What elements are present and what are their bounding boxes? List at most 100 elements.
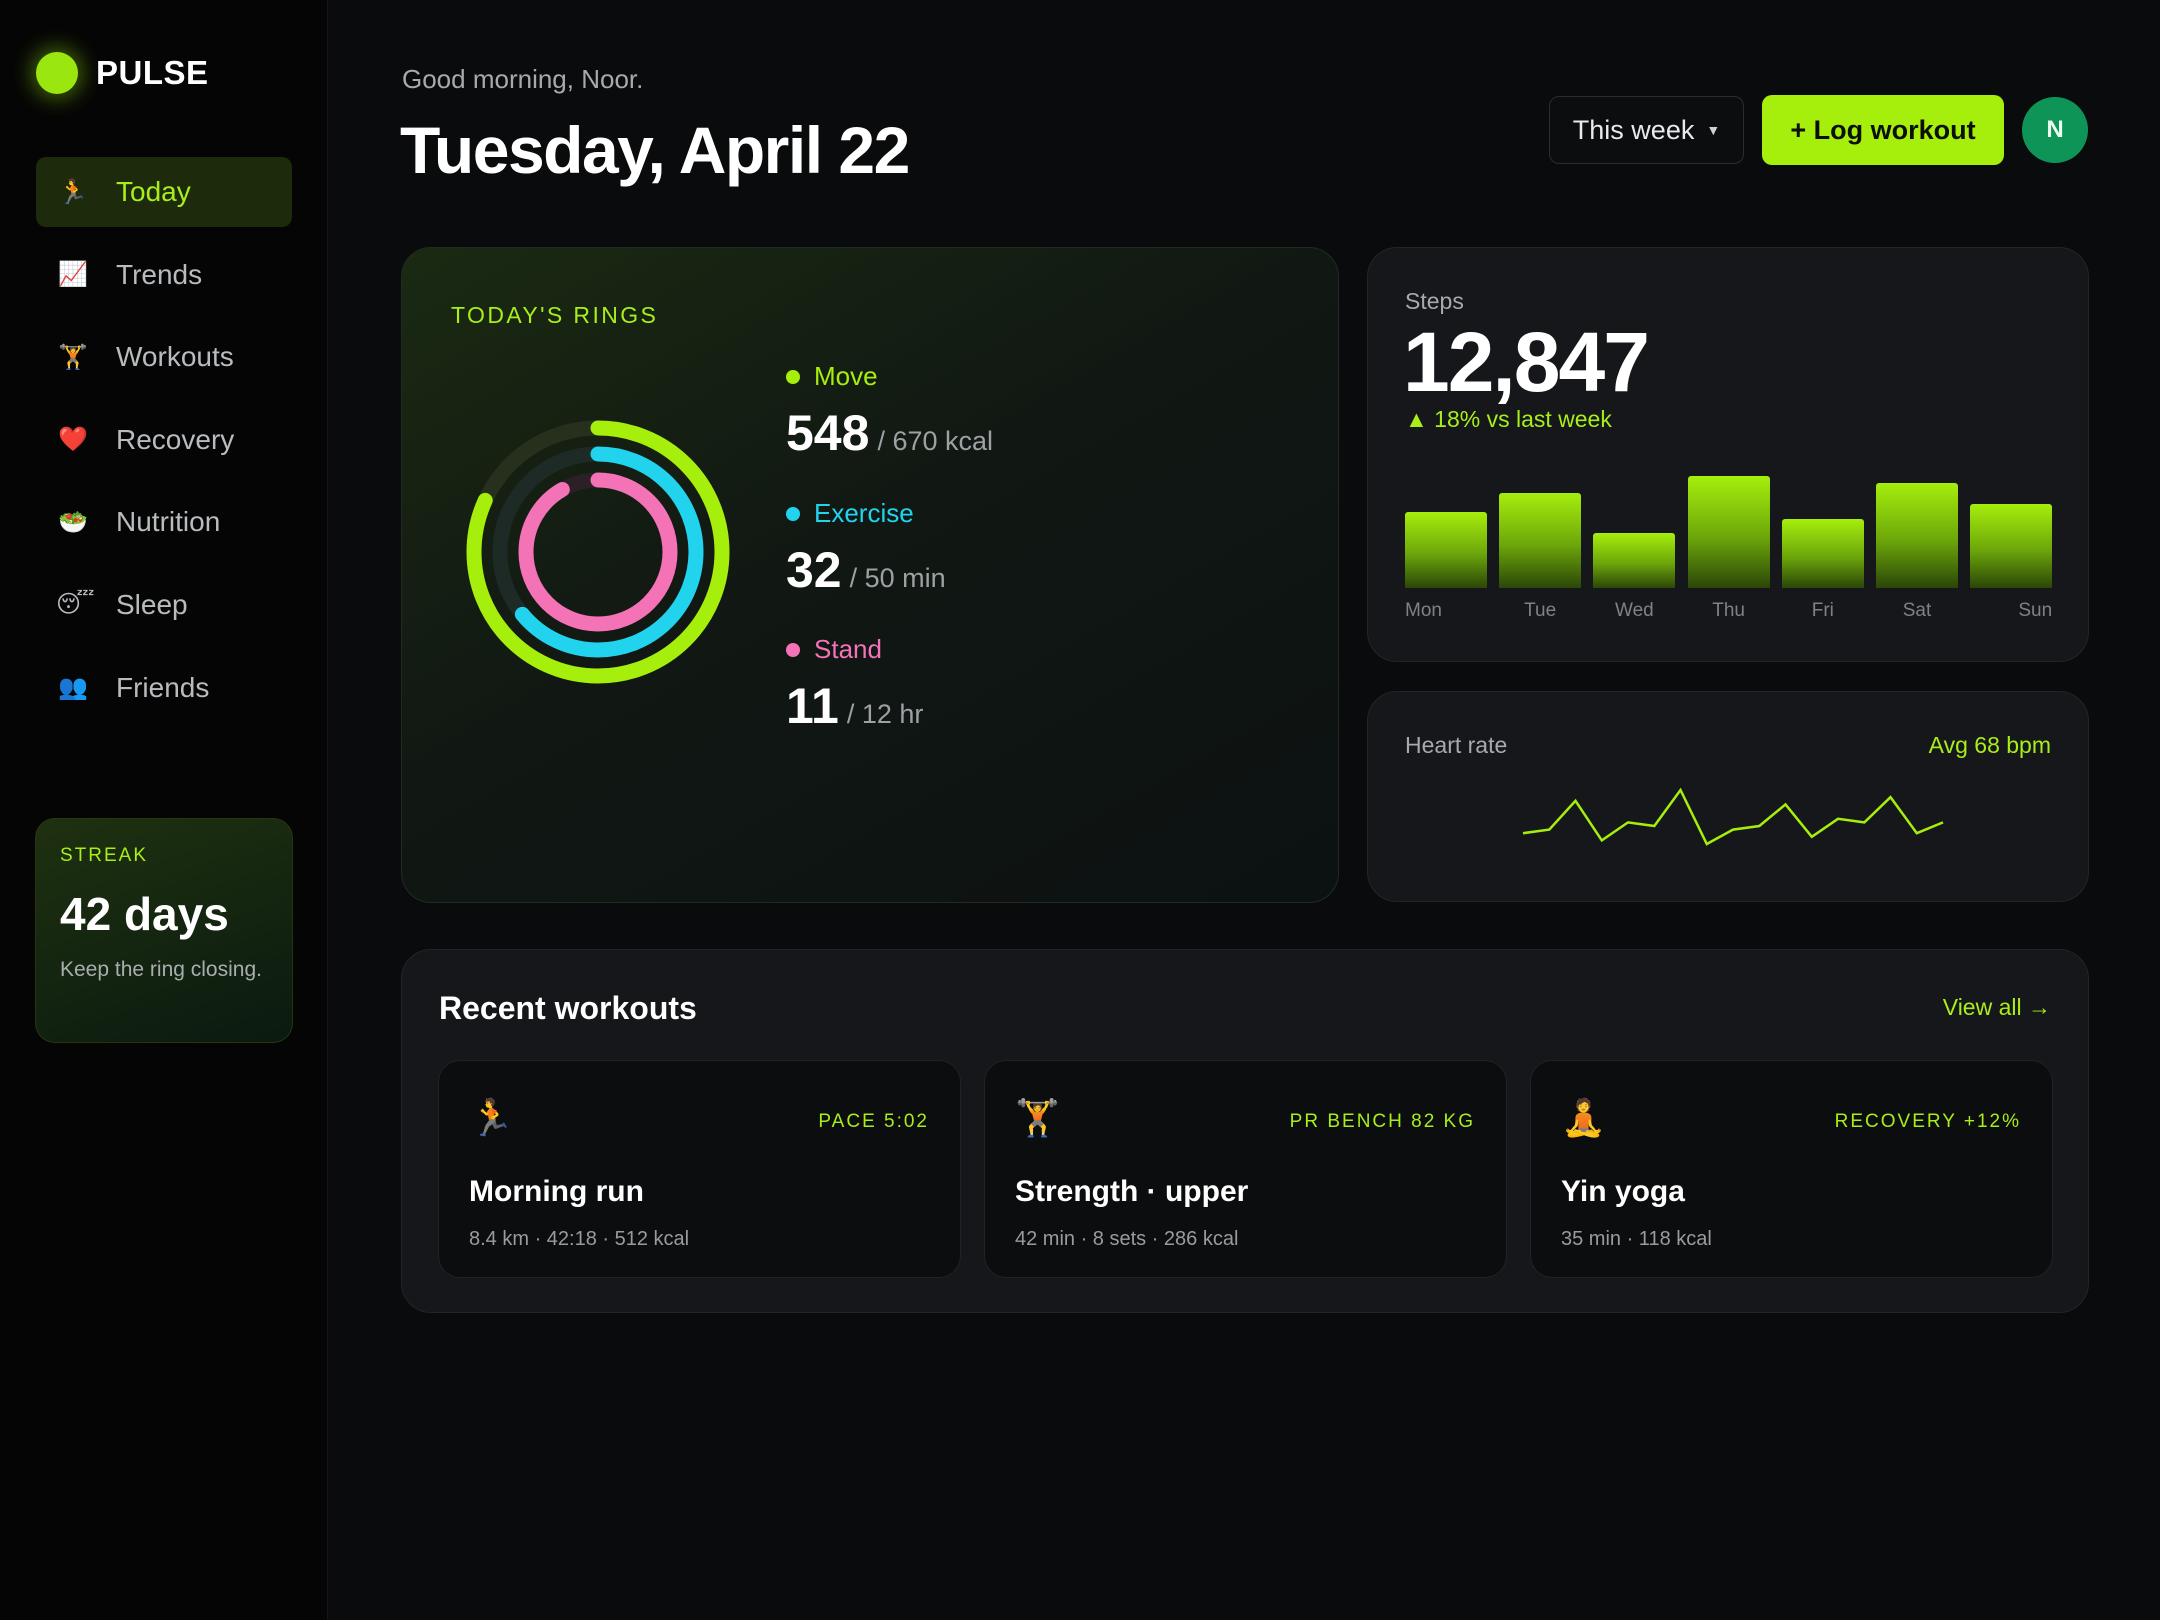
steps-bar-label: Mon [1405,600,1442,621]
streak-label: STREAK [60,845,149,866]
sidebar-item-trends[interactable]: 📈 Trends [36,240,292,310]
ring-goal: / 670 kcal [877,426,994,456]
brand-name: PULSE [96,54,209,91]
activity-rings [466,420,730,684]
steps-change: ▲ 18% vs last week [1405,406,1612,432]
steps-bar-wed [1593,533,1676,588]
heart-rate-card: Heart rate Avg 68 bpm [1367,691,2089,902]
steps-bar-chart [1405,476,2053,632]
workout-card-yin-yoga[interactable]: 🧘 RECOVERY +12% Yin yoga 35 min · 118 kc… [1530,1060,2053,1278]
ring-name-exercise: Exercise [786,498,946,529]
sidebar-item-nutrition[interactable]: 🥗 Nutrition [36,487,292,557]
ring-name-move: Move [786,361,993,392]
sidebar-item-friends[interactable]: 👥 Friends [36,653,292,723]
sidebar-item-label: Sleep [116,588,188,620]
ring-name-label: Exercise [814,498,914,528]
steps-bar-thu [1687,476,1770,588]
range-select-value: This week [1572,114,1695,145]
rings-card-title: TODAY'S RINGS [451,302,659,328]
salad-icon: 🥗 [58,508,88,536]
ring-value-stand: 11/ 12 hr [786,677,923,735]
heart-rate-avg: Avg 68 bpm [1928,732,2051,758]
sidebar-item-label: Friends [116,671,210,703]
ring-value-exercise: 32/ 50 min [786,541,946,599]
steps-bar-fri [1781,518,1864,588]
steps-bar-sun [1970,504,2053,588]
exercise-dot-icon [786,506,800,521]
streak-value: 42 days [60,888,229,940]
rings-card: TODAY'S RINGS Move 548/ 670 kcal Exercis… [401,247,1339,903]
workout-meta: 35 min · 118 kcal [1561,1228,1712,1250]
workout-name: Yin yoga [1561,1175,1685,1208]
sidebar-item-recovery[interactable]: ❤️ Recovery [36,405,292,475]
workout-name: Morning run [469,1175,644,1208]
ring-progress-move [466,420,730,684]
ring-name-label: Stand [814,634,882,664]
sidebar-item-label: Recovery [116,423,235,455]
steps-bar-label: Thu [1712,600,1745,621]
sidebar: PULSE 🏃 Today 📈 Trends 🏋️ Workouts ❤️ Re… [0,0,328,1620]
heart-rate-line [1522,787,1944,846]
workout-card-strength[interactable]: 🏋️ PR BENCH 82 KG Strength · upper 42 mi… [984,1060,1507,1278]
brand-dot-icon [36,52,78,94]
workout-tag: PACE 5:02 [818,1111,929,1132]
avatar[interactable]: N [2022,97,2088,163]
steps-bar-tue [1499,492,1582,588]
steps-bar-label: Tue [1524,600,1557,621]
steps-value: 12,847 [1403,315,1650,409]
sidebar-item-label: Today [116,176,191,207]
greeting: Good morning, Noor. [402,64,644,94]
steps-bar-mon [1405,511,1487,588]
sidebar-nav: 🏃 Today 📈 Trends 🏋️ Workouts ❤️ Recovery… [36,157,292,735]
sidebar-item-label: Nutrition [116,506,221,538]
steps-bar-label: Fri [1811,600,1834,621]
view-all-link[interactable]: View all → [1942,994,2051,1020]
sidebar-item-label: Workouts [116,341,234,373]
ring-stat-move: Move 548/ 670 kcal [786,361,993,462]
ring-value-number: 11 [786,678,839,734]
steps-card: Steps 12,847 ▲ 18% vs last week Mon Tue We… [1367,247,2089,662]
recent-workouts-title: Recent workouts [439,990,697,1026]
steps-bar-label: Sat [1902,600,1932,621]
sidebar-item-workouts[interactable]: 🏋️ Workouts [36,322,292,392]
heart-rate-label: Heart rate [1405,732,1508,758]
range-select[interactable]: This week ▼ [1549,96,1744,164]
ring-progress-stand [518,472,678,632]
page-title: Tuesday, April 22 [400,113,910,187]
ring-stat-exercise: Exercise 32/ 50 min [786,498,946,599]
steps-bar-label: Wed [1615,600,1654,621]
workout-name: Strength · upper [1015,1175,1249,1208]
workout-card-morning-run[interactable]: 🏃 PACE 5:02 Morning run 8.4 km · 42:18 ·… [438,1060,961,1278]
ring-value-number: 32 [786,542,842,598]
heart-rate-sparkline [1522,787,1944,846]
sidebar-item-sleep[interactable]: 😴 Sleep [36,570,292,640]
ring-name-stand: Stand [786,634,923,665]
runner-icon: 🏃 [58,178,88,206]
weightlifter-icon: 🏋️ [1015,1097,1060,1138]
streak-card: STREAK 42 days Keep the ring closing. [35,818,293,1043]
sidebar-item-today[interactable]: 🏃 Today [36,157,292,227]
ring-stat-stand: Stand 11/ 12 hr [786,634,923,735]
steps-bar-sat [1876,482,1958,588]
chart-up-icon: 📈 [58,261,88,289]
steps-bar-label: Sun [2018,600,2053,621]
streak-note: Keep the ring closing. [60,958,262,981]
move-dot-icon [786,369,800,384]
people-icon: 👥 [58,674,88,702]
workout-meta: 42 min · 8 sets · 286 kcal [1015,1228,1239,1250]
yoga-icon: 🧘 [1561,1097,1606,1138]
ring-goal: / 50 min [849,563,946,593]
workout-tag: RECOVERY +12% [1834,1111,2021,1132]
sidebar-item-label: Trends [116,258,203,290]
ring-value-number: 548 [786,405,870,461]
brand-logo[interactable]: PULSE [36,52,209,94]
sleeping-face-icon: 😴 [56,591,95,619]
ring-name-label: Move [814,361,878,391]
stand-dot-icon [786,642,800,657]
ring-goal: / 12 hr [846,699,924,729]
caret-down-icon: ▼ [1706,122,1721,138]
weightlifter-icon: 🏋️ [58,343,88,371]
recent-workouts-card: Recent workouts View all → 🏃 PACE 5:02 M… [401,949,2089,1313]
ring-value-move: 548/ 670 kcal [786,404,993,462]
log-workout-button[interactable]: + Log workout [1762,95,2004,165]
